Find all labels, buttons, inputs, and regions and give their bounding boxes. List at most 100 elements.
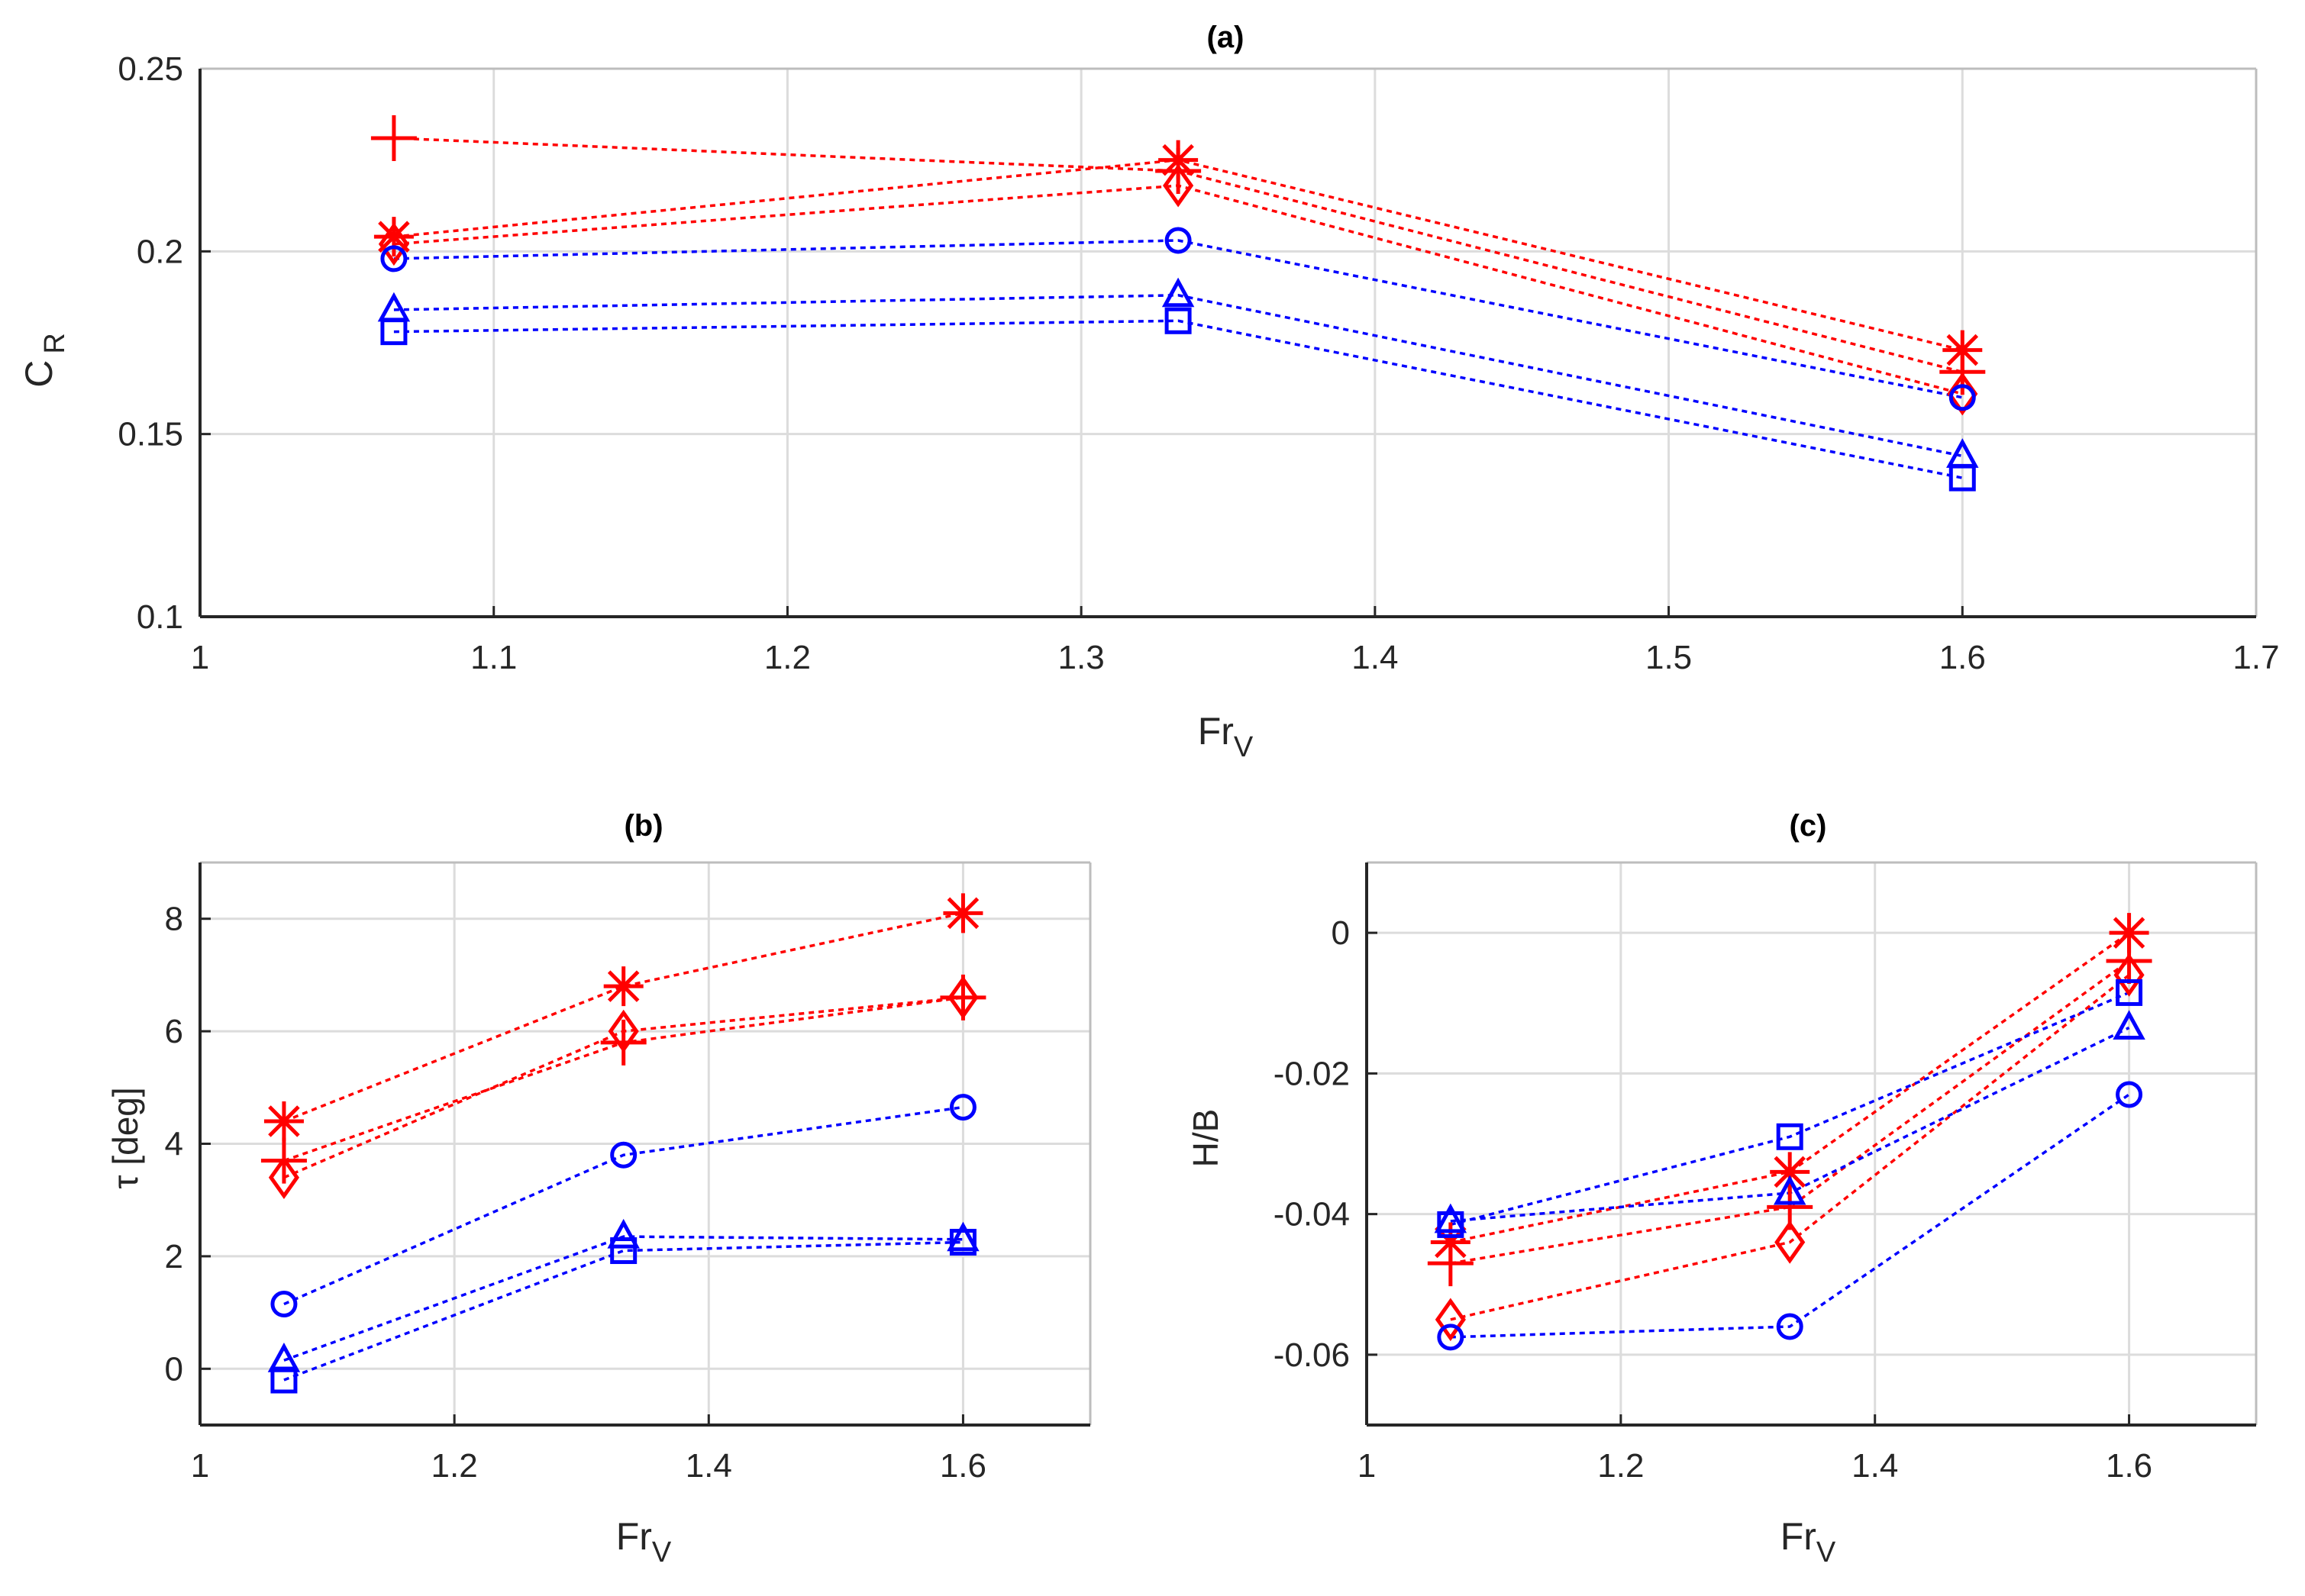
panel-b-y-tick-label: 8 xyxy=(165,901,183,938)
panel-a-marker-plus xyxy=(370,114,417,161)
panel-b: 1 1.2 1.4 1.6 0 2 4 6 8 (b) FrV τ [deg] xyxy=(105,809,1092,1569)
panel-a-y-axis-label: CR xyxy=(18,333,71,388)
panel-b-marker-triangle xyxy=(947,1221,980,1252)
panel-a-marker-square xyxy=(1948,464,1976,492)
panel-b-grid xyxy=(199,862,1090,1425)
panel-c-marker-triangle xyxy=(2113,1010,2145,1040)
panel-c-series-line-blue-square xyxy=(1450,991,2130,1227)
panel-a-x-tick-label: 1.2 xyxy=(764,639,811,676)
panel-a-x-tick-label: 1.1 xyxy=(470,639,517,676)
panel-c-marker-square xyxy=(1437,1211,1464,1238)
panel-b-marker-circle xyxy=(610,1141,638,1169)
panel-b-series xyxy=(260,893,986,1394)
panel-b-marker-square xyxy=(949,1228,977,1256)
panel-b-marker-circle xyxy=(270,1291,298,1318)
panel-b-series-line-blue-square xyxy=(283,1240,964,1382)
panel-b-title: (b) xyxy=(624,809,663,843)
panel-a-series-line-blue-square xyxy=(393,319,1963,479)
panel-c-series-line-blue-circle xyxy=(1450,1093,2130,1339)
panel-c-marker-diamond xyxy=(2113,953,2145,997)
panel-a-marker-circle xyxy=(1948,384,1976,411)
panel-a-series xyxy=(370,114,1986,492)
panel-b-x-tick-label: 1 xyxy=(191,1447,209,1485)
panel-b-marker-diamond xyxy=(268,1156,300,1200)
panel-c-x-axis-label: FrV xyxy=(1780,1515,1836,1569)
panel-c-marker-circle xyxy=(2116,1081,2143,1108)
panel-b-series-line-blue-triangle xyxy=(283,1235,964,1362)
panel-c-y-tick-label: -0.04 xyxy=(1274,1196,1350,1233)
panel-c-x-tick-label: 1.6 xyxy=(2106,1447,2152,1485)
panel-b-marker-star xyxy=(943,893,983,933)
panel-a-marker-diamond xyxy=(1163,163,1194,208)
panel-b-marker-diamond xyxy=(608,1009,639,1053)
panel-a-marker-circle xyxy=(380,245,408,272)
panel-a-x-tick-label: 1.4 xyxy=(1351,639,1398,676)
panel-c-axes xyxy=(1365,861,2258,1427)
panel-b-series-line-blue-circle xyxy=(283,1105,964,1306)
panel-b-marker-star xyxy=(263,1101,304,1142)
panel-c-ticks: 1 1.2 1.4 1.6 0 -0.02 -0.04 -0.06 xyxy=(1274,914,2152,1485)
panel-a: 1 1.1 1.2 1.3 1.4 1.5 1.6 1.7 0.1 0.15 0.2 0.25 (a)… xyxy=(18,21,2280,763)
panel-c-y-axis-label: H/B xyxy=(1186,1109,1225,1168)
panel-a-title: (a) xyxy=(1207,21,1245,54)
panel-b-marker-star xyxy=(603,966,644,1007)
panel-b-axes xyxy=(199,861,1092,1427)
panel-a-x-tick-label: 1.7 xyxy=(2232,639,2279,676)
panel-a-axes xyxy=(199,67,2258,618)
panel-b-marker-square xyxy=(610,1237,638,1265)
panel-b-ticks: 1 1.2 1.4 1.6 0 2 4 6 8 xyxy=(165,901,986,1485)
panel-b-marker-plus xyxy=(600,1019,647,1066)
panel-b-y-tick-label: 0 xyxy=(165,1350,183,1388)
panel-a-y-tick-label: 0.15 xyxy=(118,416,183,453)
panel-b-series-line-red-star xyxy=(283,911,964,1123)
panel-c-marker-triangle xyxy=(1773,1175,1806,1205)
panel-c-series-line-red-diamond xyxy=(1450,974,2130,1321)
panel-b-y-tick-label: 2 xyxy=(165,1238,183,1275)
panel-a-y-tick-label: 0.2 xyxy=(137,233,183,270)
panel-c-marker-star xyxy=(2109,913,2149,953)
panel-b-x-tick-label: 1.2 xyxy=(431,1447,478,1485)
panel-a-x-tick-label: 1.6 xyxy=(1939,639,1986,676)
panel-c-marker-square xyxy=(2116,979,2143,1006)
panel-b-y-axis-label: τ [deg] xyxy=(105,1087,145,1188)
panel-a-marker-triangle xyxy=(1161,277,1195,308)
panel-c-marker-circle xyxy=(1437,1324,1464,1351)
panel-b-x-axis-label: FrV xyxy=(616,1515,672,1569)
panel-c-marker-circle xyxy=(1776,1313,1803,1340)
panel-a-series-line-blue-triangle xyxy=(393,294,1963,458)
panel-a-marker-diamond xyxy=(378,222,409,266)
panel-c-marker-star xyxy=(1430,1222,1470,1262)
panel-c-marker-triangle xyxy=(1434,1203,1467,1233)
panel-b-marker-circle xyxy=(949,1094,977,1121)
panel-c-x-tick-label: 1 xyxy=(1357,1447,1376,1485)
panel-c-marker-star xyxy=(1770,1152,1810,1192)
panel-a-marker-square xyxy=(380,318,408,346)
panel-c-series xyxy=(1427,913,2152,1351)
panel-b-marker-triangle xyxy=(607,1218,640,1249)
panel-b-marker-square xyxy=(270,1366,298,1394)
panel-a-x-tick-label: 1.3 xyxy=(1058,639,1105,676)
panel-a-ticks: 1 1.1 1.2 1.3 1.4 1.5 1.6 1.7 0.1 0.15 0.2 0.25 xyxy=(118,50,2279,676)
panel-c-marker-diamond xyxy=(1774,1220,1806,1264)
panel-c-y-tick-label: 0 xyxy=(1332,914,1350,952)
panel-a-marker-square xyxy=(1164,307,1192,334)
panel-a-marker-star xyxy=(1942,330,1983,370)
panel-a-marker-star xyxy=(373,217,414,257)
panel-a-series-line-blue-circle xyxy=(393,239,1963,399)
panel-a-y-tick-label: 0.1 xyxy=(137,598,183,636)
panel-c-x-tick-label: 1.4 xyxy=(1851,1447,1898,1485)
panel-c-y-tick-label: -0.02 xyxy=(1274,1055,1350,1092)
panel-a-marker-star xyxy=(1158,140,1199,180)
panel-c-y-tick-label: -0.06 xyxy=(1274,1336,1350,1374)
panel-a-marker-circle xyxy=(1164,227,1192,254)
panel-b-marker-diamond xyxy=(948,975,979,1020)
panel-b-y-tick-label: 4 xyxy=(165,1126,183,1163)
panel-b-x-tick-label: 1.6 xyxy=(940,1447,986,1485)
panel-c-x-tick-label: 1.2 xyxy=(1597,1447,1644,1485)
panel-a-x-tick-label: 1 xyxy=(191,639,209,676)
panel-a-x-axis-label: FrV xyxy=(1198,710,1254,763)
panel-c-marker-square xyxy=(1776,1123,1803,1150)
panel-c-title: (c) xyxy=(1790,809,1827,843)
